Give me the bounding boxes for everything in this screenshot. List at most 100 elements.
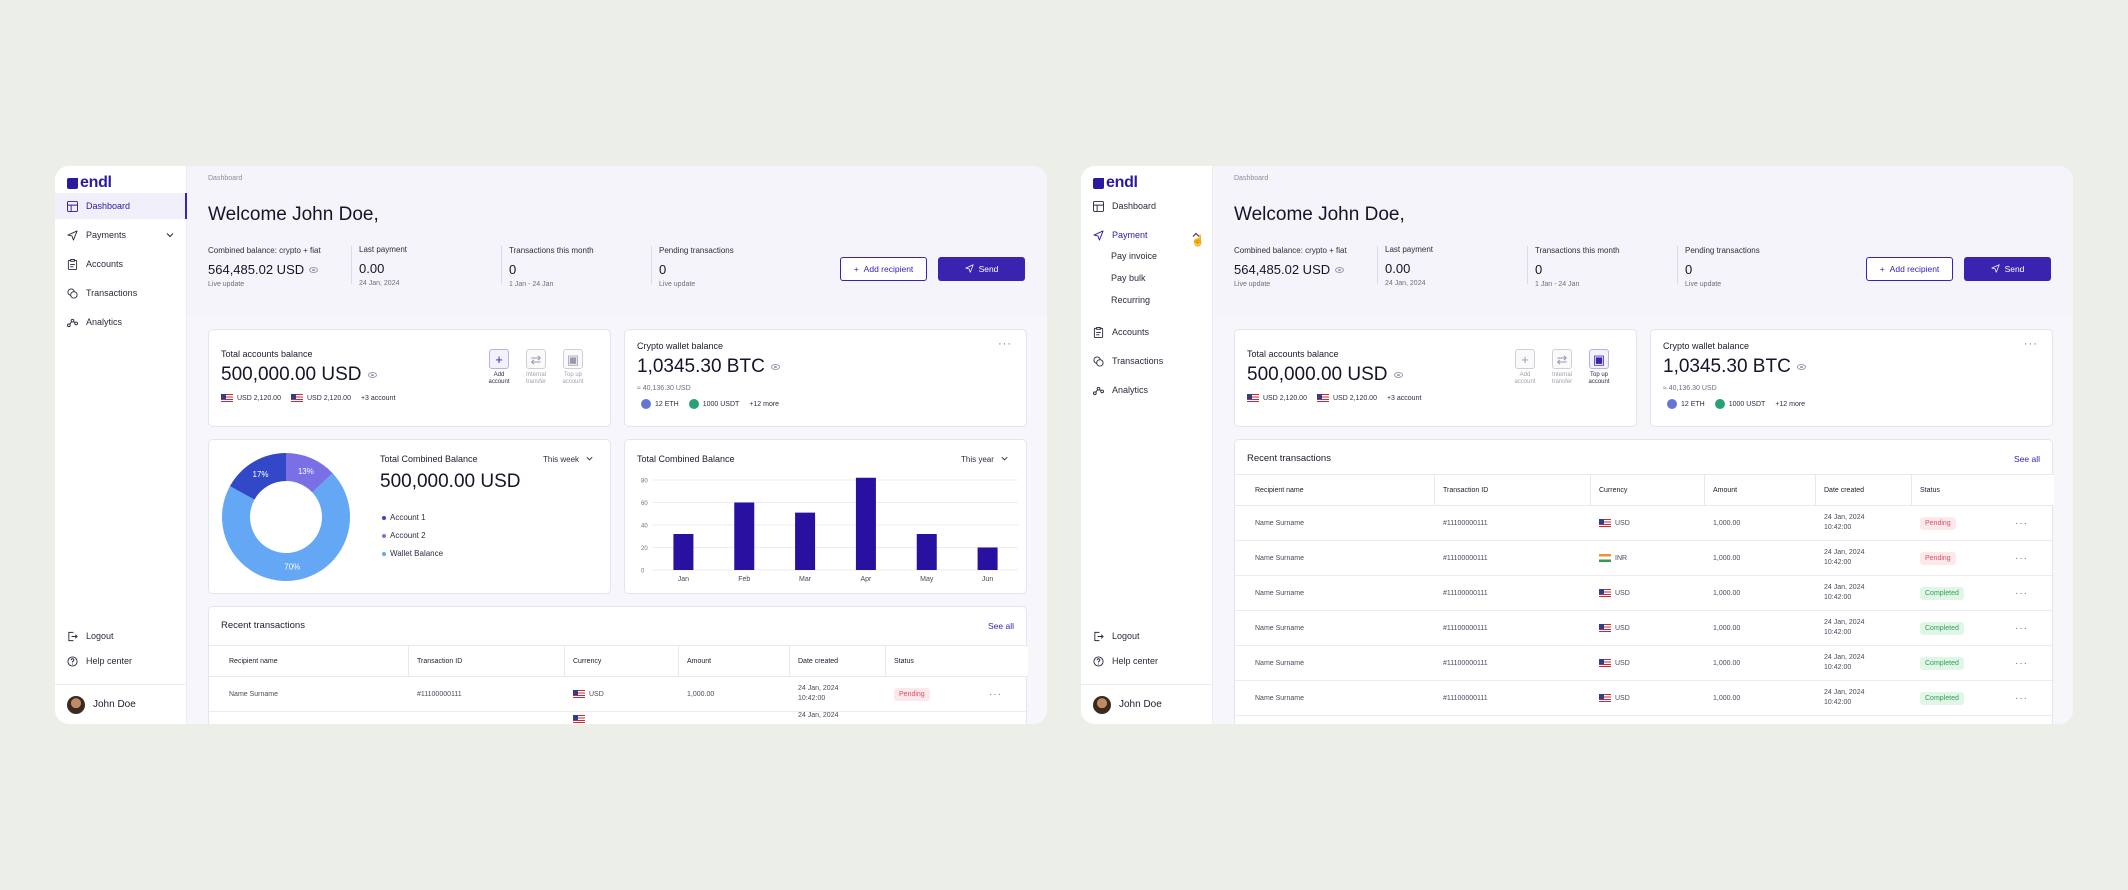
donut-slice-account-1[interactable] (229, 453, 286, 500)
internal-transfer-button[interactable]: ⇄ Internal transfer (1546, 349, 1578, 386)
col-status[interactable]: Status (894, 657, 914, 665)
logo[interactable]: endl (67, 174, 112, 192)
account-pill[interactable]: USD 2,120.00 (1247, 394, 1307, 402)
more-accounts[interactable]: +3 account (360, 394, 396, 402)
sidebar-item-payment[interactable]: Payment ☝ (1081, 222, 1213, 248)
col-recipient[interactable]: Recipient name (229, 657, 278, 665)
col-status[interactable]: Status (1920, 486, 1940, 494)
sidebar-item-logout[interactable]: Logout (1081, 623, 1213, 649)
col-transaction-id[interactable]: Transaction ID (417, 657, 463, 665)
table-row[interactable]: Name Surname #11100000111 USD 1,000.00 24 Ja… (1235, 646, 2054, 681)
crypto-pill[interactable]: 12 ETH (641, 399, 679, 409)
status: Completed (1920, 646, 1964, 680)
bar-jun[interactable] (977, 547, 998, 571)
row-options-icon[interactable]: ··· (2015, 517, 2028, 529)
sidebar-item-accounts[interactable]: Accounts (1081, 319, 1213, 345)
bar-feb[interactable] (734, 502, 755, 571)
row-options-icon[interactable]: ··· (2015, 657, 2028, 669)
sidebar-item-dashboard[interactable]: Dashboard (55, 193, 187, 219)
bar-mar[interactable] (795, 512, 816, 570)
col-amount[interactable]: Amount (1713, 486, 1738, 494)
sidebar-item-analytics[interactable]: Analytics (1081, 377, 1213, 403)
sidebar-item-transactions[interactable]: Transactions (1081, 348, 1213, 374)
sidebar-subitem-pay-invoice[interactable]: Pay invoice (1111, 251, 1158, 261)
more-coins[interactable]: +12 more (749, 400, 780, 408)
account-pill[interactable]: USD 2,120.00 (290, 394, 351, 402)
donut-slice-account-2[interactable] (286, 453, 333, 493)
more-options-icon[interactable]: ··· (998, 338, 1012, 350)
col-date-created[interactable]: Date created (798, 657, 839, 665)
sidebar-subitem-pay-bulk[interactable]: Pay bulk (1111, 273, 1146, 283)
col-currency[interactable]: Currency (1599, 486, 1628, 494)
eye-icon[interactable] (367, 372, 377, 378)
see-all-link[interactable]: See all (2014, 454, 2040, 464)
sidebar-item-dashboard[interactable]: Dashboard (1081, 193, 1213, 219)
sidebar-item-help[interactable]: Help center (1081, 648, 1213, 674)
crypto-pill[interactable]: 1000 USDT (688, 399, 739, 409)
chevron-up-icon[interactable] (1191, 230, 1201, 240)
top-up-account-button[interactable]: ▣ Top up account (1583, 349, 1615, 386)
bar-apr[interactable] (855, 477, 876, 570)
eye-icon[interactable] (770, 364, 780, 370)
row-options-icon[interactable]: ··· (2015, 692, 2028, 704)
period-select[interactable]: This week (543, 454, 594, 465)
crypto-pill[interactable]: 12 ETH (1667, 399, 1705, 409)
chevron-down-icon[interactable] (165, 230, 175, 240)
col-date-created[interactable]: Date created (1824, 486, 1865, 494)
row-options-icon[interactable]: ··· (989, 688, 1002, 700)
sidebar-item-accounts[interactable]: Accounts (55, 251, 187, 277)
breadcrumb[interactable]: Dashboard (1234, 175, 1269, 182)
more-options-icon[interactable]: ··· (2024, 338, 2038, 350)
top-up-account-button[interactable]: ▣ Top up account (557, 349, 589, 386)
table-row[interactable]: Name Surname #11100000111 USD 1,000.00 24 Ja… (1235, 611, 2054, 646)
eye-icon[interactable] (1335, 266, 1345, 273)
sidebar-item-help[interactable]: Help center (55, 648, 187, 674)
sidebar-item-payments[interactable]: Payments (55, 222, 187, 248)
bar-may[interactable] (916, 534, 937, 570)
add-account-button[interactable]: + Add account (483, 349, 515, 386)
crypto-pill[interactable]: 1000 USDT (1714, 399, 1765, 409)
account-pill[interactable]: USD 2,120.00 (1316, 394, 1377, 402)
recent-transactions-card: Recent transactions See all Recipient na… (1234, 439, 2054, 724)
eye-icon[interactable] (309, 266, 319, 273)
col-recipient[interactable]: Recipient name (1255, 486, 1304, 494)
user-profile[interactable]: John Doe (1081, 684, 1213, 724)
internal-transfer-button[interactable]: ⇄ Internal transfer (520, 349, 552, 386)
see-all-link[interactable]: See all (988, 621, 1014, 631)
eye-icon[interactable] (1796, 364, 1806, 370)
row-options-icon[interactable]: ··· (2015, 622, 2028, 634)
bar-jan[interactable] (673, 534, 694, 570)
breadcrumb[interactable]: Dashboard (208, 175, 243, 182)
sidebar-item-analytics[interactable]: Analytics (55, 309, 187, 335)
send-button[interactable]: Send (1964, 257, 2051, 281)
add-recipient-button[interactable]: + Add recipient (1866, 257, 1953, 281)
col-amount[interactable]: Amount (687, 657, 712, 665)
user-profile[interactable]: John Doe (55, 684, 187, 724)
donut-slice-wallet-balance[interactable] (222, 473, 350, 581)
currency-code: USD (1615, 694, 1630, 702)
period-select[interactable]: This year (961, 454, 1009, 465)
add-recipient-button[interactable]: + Add recipient (840, 257, 927, 281)
row-options-icon[interactable]: ··· (2015, 587, 2028, 599)
y-tick-label: 80 (641, 479, 648, 485)
sidebar-item-logout[interactable]: Logout (55, 623, 187, 649)
col-transaction-id[interactable]: Transaction ID (1443, 486, 1489, 494)
add-account-button[interactable]: + Add account (1509, 349, 1541, 386)
table-row[interactable]: Name Surname #11100000111 INR 1,000.00 24 Ja… (1235, 541, 2054, 576)
sidebar-item-transactions[interactable]: Transactions (55, 280, 187, 306)
status: Pending (1920, 541, 1956, 575)
eye-icon[interactable] (1393, 372, 1403, 378)
table-row[interactable]: Name Surname #11100000111 USD 1,000.00 24 Ja… (1235, 681, 2054, 716)
logo[interactable]: endl (1093, 174, 1138, 192)
more-coins[interactable]: +12 more (1775, 400, 1806, 408)
send-button[interactable]: Send (938, 257, 1025, 281)
table-row[interactable]: 24 Jan, 2024 (209, 712, 1028, 724)
row-options-icon[interactable]: ··· (2015, 552, 2028, 564)
account-pill[interactable]: USD 2,120.00 (221, 394, 281, 402)
sidebar-subitem-recurring[interactable]: Recurring (1111, 295, 1151, 305)
col-currency[interactable]: Currency (573, 657, 602, 665)
more-accounts[interactable]: +3 account (1386, 394, 1422, 402)
table-row[interactable]: Name Surname #11100000111 USD 1,000.00 24 Ja… (1235, 576, 2054, 611)
table-row[interactable]: Name Surname #11100000111 USD 1,000.00 2… (209, 677, 1028, 712)
table-row[interactable]: Name Surname #11100000111 USD 1,000.00 24 Ja… (1235, 506, 2054, 541)
